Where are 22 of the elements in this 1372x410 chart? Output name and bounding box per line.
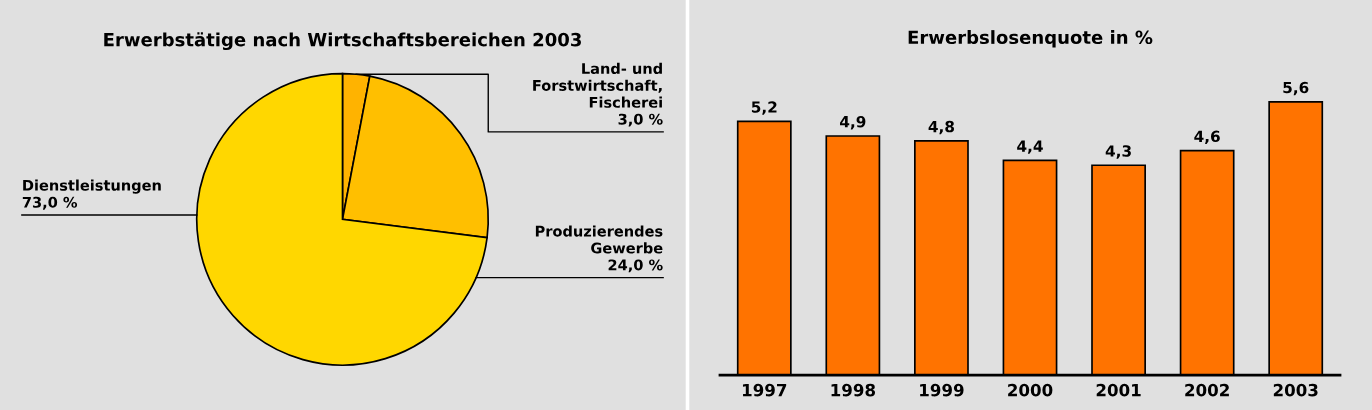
slice-label: Dienstleistungen [23, 179, 161, 194]
x-tick-label: 2001 [1096, 383, 1141, 397]
data-label: 3,0 % [618, 113, 663, 127]
x-tick-label: 2000 [1008, 383, 1053, 397]
x-tick-label: 2003 [1273, 383, 1318, 397]
x-tick-label: 2002 [1185, 383, 1229, 397]
data-label: 4,6 [1194, 130, 1220, 145]
slice-label: Produzierendes Gewerbe [535, 225, 663, 254]
data-label: 4,8 [928, 120, 955, 135]
chart-title: Erwerbslosenquote in % [908, 30, 1153, 48]
x-tick-label: 1999 [920, 383, 964, 397]
data-label: 4,4 [1017, 140, 1043, 154]
chart-title: Erwerbstätige nach Wirtschaftsbereichen 2003 [104, 32, 581, 51]
data-label: 4,9 [840, 115, 866, 130]
data-label: 4,3 [1105, 145, 1131, 159]
data-label: 73,0 % [22, 196, 78, 210]
data-label: 24,0 % [608, 259, 663, 273]
x-tick-label: 1997 [742, 383, 787, 397]
data-label: 5,6 [1283, 81, 1309, 96]
x-tick-label: 1998 [831, 383, 876, 397]
slice-label: Land- und Forstwirtschaft, Fischerei [533, 62, 662, 108]
data-label: 5,2 [751, 101, 777, 115]
